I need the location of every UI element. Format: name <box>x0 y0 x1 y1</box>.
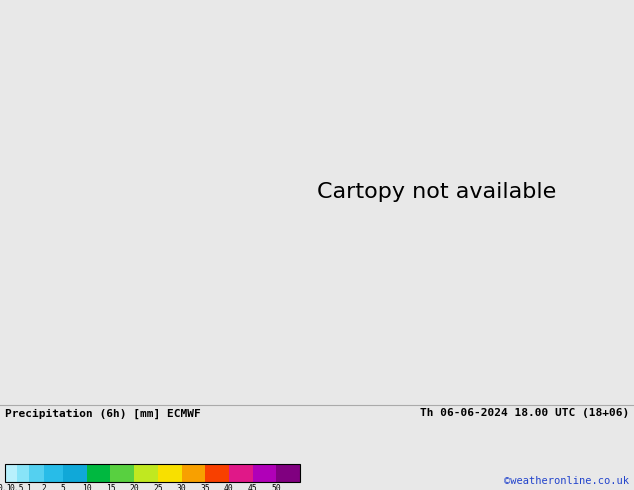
Bar <box>110 464 134 482</box>
Bar <box>5 464 17 482</box>
Bar <box>276 464 300 482</box>
Text: 35: 35 <box>200 484 210 490</box>
Text: 0.5: 0.5 <box>10 484 24 490</box>
Bar <box>252 464 276 482</box>
Text: 15: 15 <box>106 484 115 490</box>
Bar <box>229 464 252 482</box>
Bar <box>134 464 158 482</box>
Text: 50: 50 <box>271 484 281 490</box>
Text: 1: 1 <box>26 484 31 490</box>
Text: Cartopy not available: Cartopy not available <box>317 182 556 201</box>
Text: 0.1: 0.1 <box>0 484 12 490</box>
Text: 2: 2 <box>42 484 46 490</box>
Bar <box>181 464 205 482</box>
Text: 45: 45 <box>248 484 257 490</box>
Bar <box>17 464 29 482</box>
Bar <box>44 464 63 482</box>
Bar <box>29 464 44 482</box>
Bar <box>63 464 87 482</box>
Bar <box>87 464 110 482</box>
Text: 25: 25 <box>153 484 163 490</box>
Text: 5: 5 <box>61 484 65 490</box>
Text: 10: 10 <box>82 484 92 490</box>
Text: Precipitation (6h) [mm] ECMWF: Precipitation (6h) [mm] ECMWF <box>5 408 201 418</box>
Text: 40: 40 <box>224 484 234 490</box>
Bar <box>205 464 229 482</box>
Bar <box>158 464 181 482</box>
Text: 30: 30 <box>177 484 186 490</box>
Text: Th 06-06-2024 18.00 UTC (18+06): Th 06-06-2024 18.00 UTC (18+06) <box>420 408 629 418</box>
Text: ©weatheronline.co.uk: ©weatheronline.co.uk <box>504 476 629 486</box>
Bar <box>5 464 300 482</box>
Text: 20: 20 <box>129 484 139 490</box>
